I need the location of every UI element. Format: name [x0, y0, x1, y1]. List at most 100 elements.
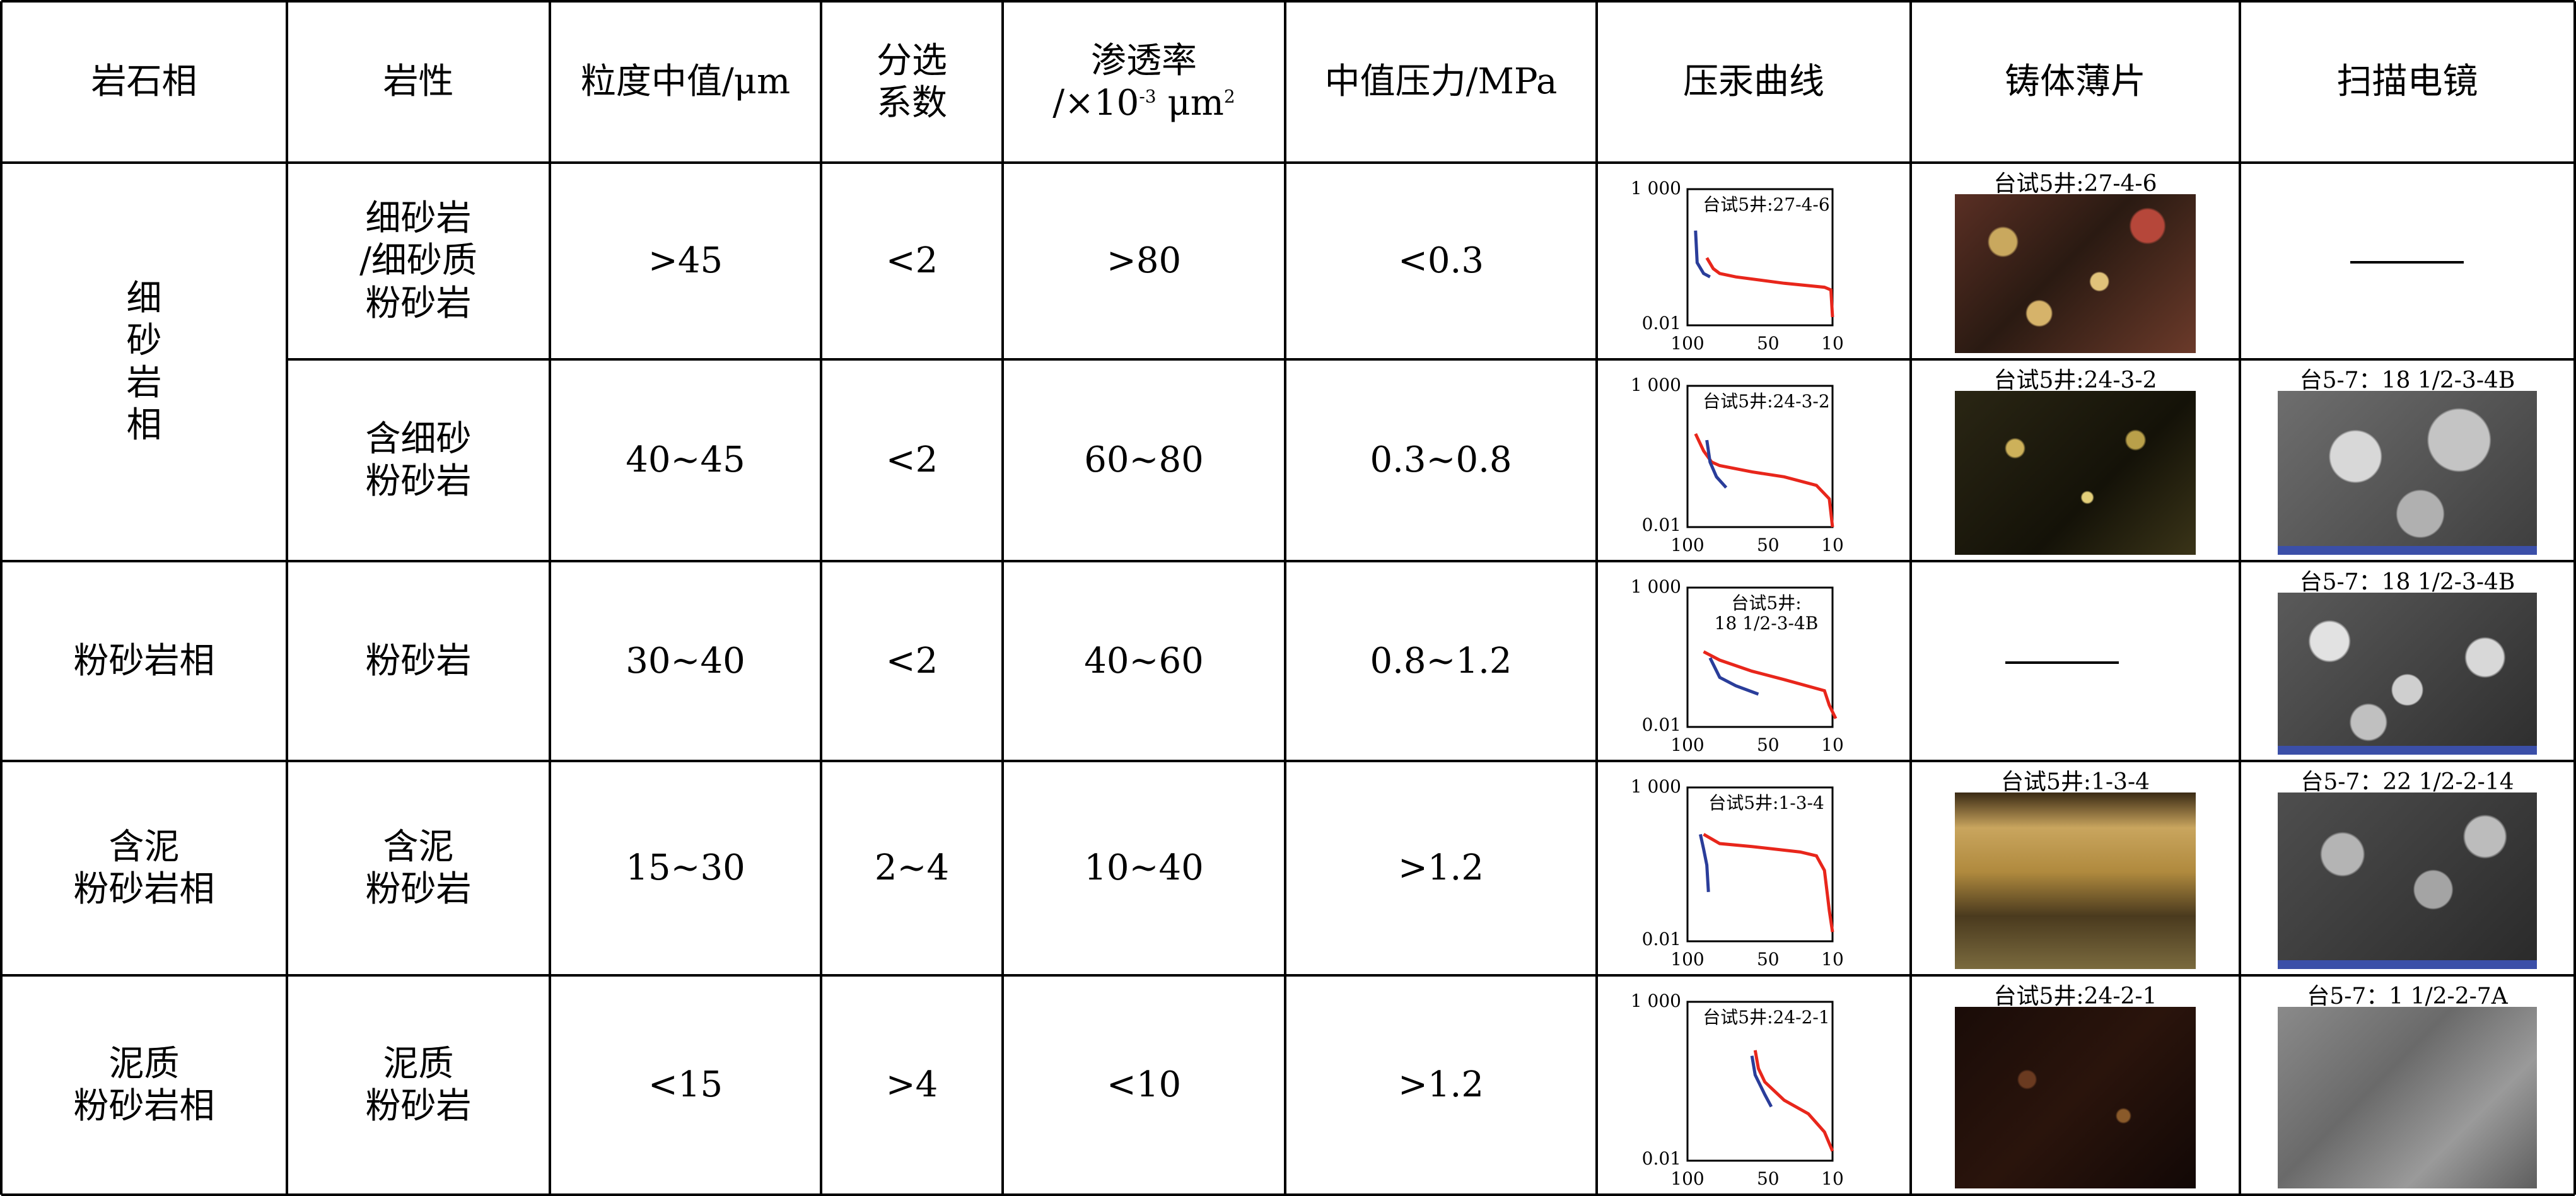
hg-x-tick: 100 [1670, 535, 1704, 555]
facies-cell: 细砂岩相 [1, 163, 287, 561]
header-sorting-line: 分选 [877, 40, 947, 81]
hg-plot-frame [1686, 1001, 1834, 1162]
facies-label-lines: 含泥 粉砂岩相 [74, 826, 215, 910]
median-pressure-value-text: <0.3 [1398, 240, 1484, 282]
hg-x-tick: 50 [1757, 734, 1780, 755]
col-border [2573, 1, 2576, 1195]
median-pressure-value: 0.3~0.8 [1285, 359, 1597, 561]
facies-label-line: 细 [126, 277, 162, 319]
col-border [820, 1, 822, 1195]
grain-median-value-text: >45 [648, 240, 723, 282]
cast-section-photo [1955, 194, 2196, 353]
hg-x-tick: 50 [1757, 1168, 1780, 1189]
red-curve [1703, 650, 1838, 719]
median-pressure-value-text: >1.2 [1398, 847, 1484, 889]
col-border [2239, 1, 2241, 1195]
sem-caption: 台5-7：1 1/2-2-7A [2307, 984, 2508, 1009]
permeability-value-text: 60~80 [1084, 439, 1204, 481]
lithology-line: 含泥 [383, 826, 454, 868]
hg-sample-label: 台试5井:27-4-6 [1703, 194, 1829, 215]
col-border [1909, 1, 1912, 1195]
permeability-value: 10~40 [1003, 761, 1285, 975]
hg-x-tick: 50 [1757, 535, 1780, 555]
permeability-value: >80 [1003, 163, 1285, 359]
hg-x-tick: 100 [1670, 734, 1704, 755]
header-perm-exp: -3 [1139, 86, 1157, 107]
hg-y-tick-bottom: 0.01 [1642, 514, 1681, 535]
blue-curve [1705, 439, 1728, 489]
facies-label-lines: 细砂岩相 [127, 277, 162, 447]
sem-photo [2278, 1007, 2537, 1188]
hg-x-tick: 100 [1670, 1168, 1704, 1189]
header-sorting: 分选 系数 [821, 1, 1003, 163]
sorting-value-text: <2 [885, 240, 938, 282]
hg-x-tick: 10 [1821, 535, 1844, 555]
sorting-value: 2~4 [821, 761, 1003, 975]
sorting-value-text: <2 [885, 439, 938, 481]
grain-median-value: 15~30 [550, 761, 821, 975]
grain-median-value-text: 15~30 [626, 847, 745, 889]
header-lithology-text: 岩性 [383, 61, 454, 103]
grain-median-value-text: <15 [648, 1064, 723, 1106]
row-border [287, 358, 2575, 361]
sorting-value: <2 [821, 163, 1003, 359]
hg-x-tick: 100 [1670, 333, 1704, 354]
sem-caption: 台5-7：18 1/2-3-4B [2299, 569, 2515, 595]
hg-sample-label: 台试5井:24-3-2 [1703, 391, 1829, 412]
header-facies: 岩石相 [1, 1, 287, 163]
facies-label-line: 粉砂岩相 [73, 1086, 215, 1127]
permeability-value: <10 [1003, 975, 1285, 1195]
facies-label-line: 泥质 [108, 1043, 180, 1084]
hg-y-tick-bottom: 0.01 [1642, 313, 1681, 334]
cast-section-photo [1955, 1007, 2196, 1188]
blue-curve [1708, 657, 1759, 696]
lithology-cell: 泥质 粉砂岩 [287, 975, 550, 1195]
hg-y-tick-bottom: 0.01 [1642, 1148, 1681, 1169]
sorting-value: >4 [821, 975, 1003, 1195]
red-curve [1705, 257, 1834, 318]
header-sem: 扫描电镜 [2240, 1, 2575, 163]
lithology-line: 细砂岩 [365, 198, 472, 240]
header-permeability: 渗透率/×10-3 μm2 [1003, 1, 1285, 163]
red-curve [1753, 1050, 1834, 1152]
red-curve [1703, 833, 1834, 932]
hg-x-tick: 100 [1670, 949, 1704, 970]
row-border [1, 974, 2575, 977]
header-sem-text: 扫描电镜 [2336, 61, 2478, 103]
lithology-line: 粉砂岩 [365, 869, 472, 910]
header-sorting-line: 系数 [877, 83, 947, 124]
blue-curve [1699, 833, 1710, 892]
lithology-cell: 含泥 粉砂岩 [287, 761, 550, 975]
row-border [1, 1193, 2575, 1196]
sem-info-bar [2278, 746, 2537, 755]
hg-y-tick-bottom: 0.01 [1642, 929, 1681, 949]
header-facies-text: 岩石相 [91, 61, 197, 103]
sem-photo [2278, 792, 2537, 969]
cast-section-caption: 台试5井:1-3-4 [2000, 769, 2150, 795]
lithology-line: 含细砂 [365, 418, 472, 460]
col-border [1595, 1, 1598, 1195]
median-pressure-value: <0.3 [1285, 163, 1597, 359]
row-border [1, 0, 2575, 3]
hg-plot-frame [1686, 586, 1834, 728]
facies-label-line: 粉砂岩相 [73, 869, 215, 910]
col-border [0, 1, 3, 1195]
facies-label-line: 砂 [126, 320, 162, 361]
facies-cell: 泥质 粉砂岩相 [1, 975, 287, 1195]
hg-x-tick: 10 [1821, 949, 1844, 970]
hg-y-tick-top: 1 000 [1631, 374, 1681, 395]
facies-label-line: 粉砂岩相 [73, 640, 215, 682]
sorting-value: <2 [821, 561, 1003, 761]
median-pressure-value-text: 0.8~1.2 [1370, 640, 1512, 682]
header-hg-curve: 压汞曲线 [1597, 1, 1911, 163]
col-border [286, 1, 288, 1195]
lithology-line: 粉砂岩 [365, 461, 472, 502]
grain-median-value-text: 30~40 [626, 640, 745, 682]
blue-curve [1694, 230, 1711, 279]
lithology-cell: 细砂岩/细砂质 粉砂岩 [287, 163, 550, 359]
cast-section-caption: 台试5井:27-4-6 [1993, 171, 2157, 197]
row-border [1, 760, 2575, 762]
lithology-lines: 粉砂岩 [366, 640, 472, 682]
